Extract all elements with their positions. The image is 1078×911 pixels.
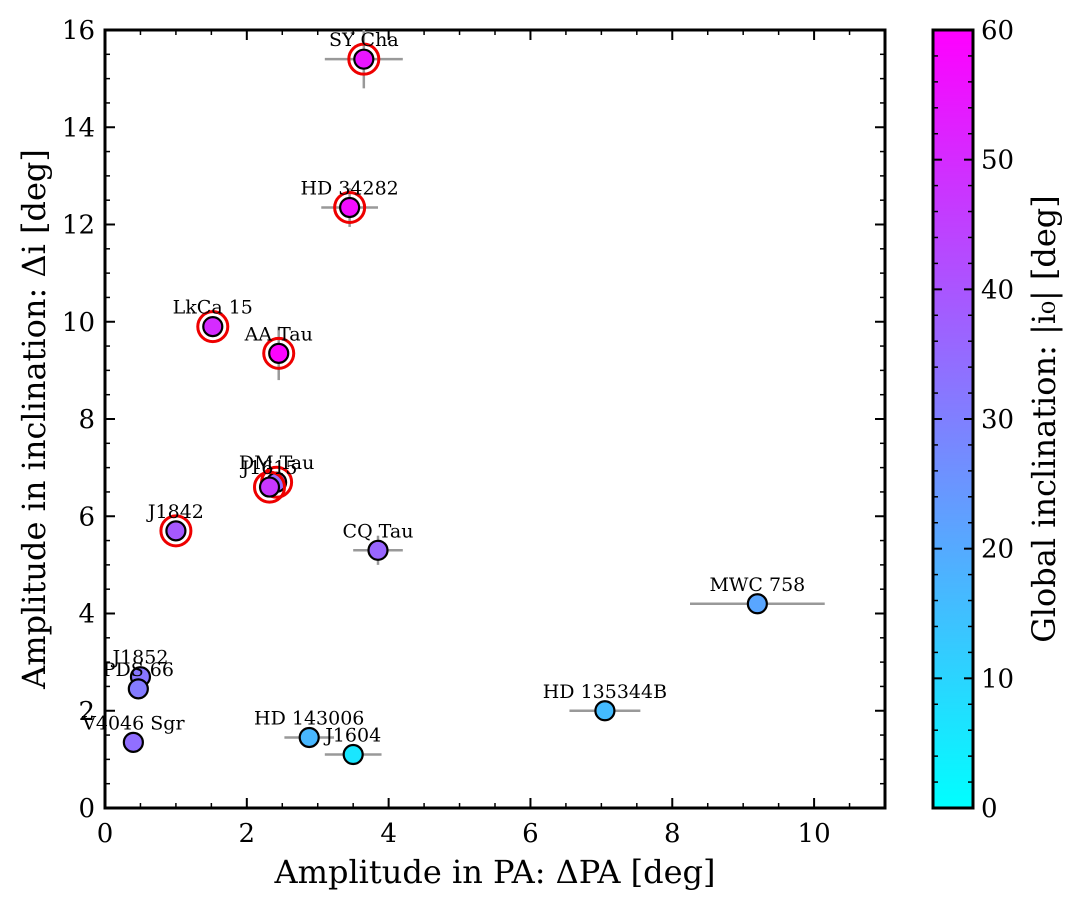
- data-point: [746, 593, 768, 615]
- point-label: J1615: [240, 457, 298, 479]
- data-point: [367, 539, 389, 561]
- plot-area: 0 2 4 6 8 10 0 2 4 6 8 10 12 14 16 SY Cha HD 34282 LkCa …: [62, 16, 887, 849]
- colorbar-ticks: 0 10 20 30 40 50 60: [933, 16, 1014, 824]
- x-tick-label: 2: [239, 819, 256, 849]
- point-label: J1852: [110, 647, 168, 669]
- y-tick-label: 14: [62, 113, 95, 143]
- data-point: [258, 476, 281, 498]
- point-label: AA Tau: [244, 323, 313, 345]
- data-point: [339, 196, 361, 219]
- data-point: [353, 48, 375, 70]
- point-label: DM Tau: [239, 452, 315, 474]
- colorbar-tick-label: 30: [981, 405, 1014, 435]
- data-point: [202, 316, 224, 338]
- axis-ticks: 0 2 4 6 8 10 0 2 4 6 8 10 12 14 16: [62, 16, 885, 849]
- data-point: [165, 520, 187, 542]
- data-point: [594, 700, 616, 722]
- colorbar-tick-label: 10: [981, 664, 1014, 694]
- y-tick-label: 10: [62, 308, 95, 338]
- point-label: HD 135344B: [543, 681, 667, 703]
- point-label: MWC 758: [709, 574, 805, 596]
- highlight-ring: [196, 310, 230, 344]
- error-bars: [271, 30, 825, 762]
- point-label: J1604: [323, 725, 381, 747]
- y-tick-label: 2: [78, 697, 95, 727]
- point-label: SY Cha: [329, 29, 399, 51]
- colorbar: 0 10 20 30 40 50 60 Global inclination: |i₀| […: [931, 16, 1063, 824]
- colorbar-tick-label: 50: [981, 146, 1014, 176]
- highlight-ring: [262, 336, 296, 370]
- colorbar-label: Global inclination: |i₀| [deg]: [1025, 195, 1063, 643]
- data-point: [298, 726, 320, 749]
- y-tick-label: 0: [78, 794, 95, 824]
- data-point: [127, 678, 149, 700]
- highlight-ring: [347, 42, 381, 76]
- point-label: LkCa 15: [173, 297, 253, 319]
- point-label: PDS 66: [103, 659, 174, 681]
- data-points: [122, 42, 768, 766]
- y-tick-label: 8: [78, 405, 95, 435]
- highlight-ring: [159, 514, 193, 548]
- highlight-ring: [253, 470, 287, 504]
- y-tick-label: 16: [62, 16, 95, 46]
- y-tick-label: 6: [78, 502, 95, 532]
- colorbar-tick-label: 20: [981, 535, 1014, 565]
- data-point: [122, 731, 144, 753]
- point-label: HD 34282: [300, 177, 398, 199]
- y-axis-label: Amplitude in inclination: Δi [deg]: [15, 149, 53, 690]
- x-tick-label: 6: [522, 819, 539, 849]
- data-point: [268, 342, 290, 364]
- x-tick-label: 10: [798, 819, 831, 849]
- colorbar-tick-label: 40: [981, 275, 1014, 305]
- x-tick-label: 0: [97, 819, 114, 849]
- point-label: J1842: [146, 501, 204, 523]
- y-tick-label: 12: [62, 211, 95, 241]
- highlight-ring: [333, 190, 367, 224]
- data-point: [342, 743, 364, 766]
- point-label: HD 143006: [254, 707, 364, 729]
- y-tick-label: 4: [78, 600, 95, 630]
- x-axis-label: Amplitude in PA: ΔPA [deg]: [274, 853, 716, 891]
- plot-frame: [103, 28, 887, 810]
- x-tick-label: 8: [664, 819, 681, 849]
- colorbar-tick-label: 60: [981, 16, 1014, 46]
- point-label: V4046 Sgr: [81, 712, 185, 734]
- x-tick-label: 4: [380, 819, 397, 849]
- point-label: CQ Tau: [343, 520, 414, 542]
- colorbar-tick-label: 0: [981, 794, 998, 824]
